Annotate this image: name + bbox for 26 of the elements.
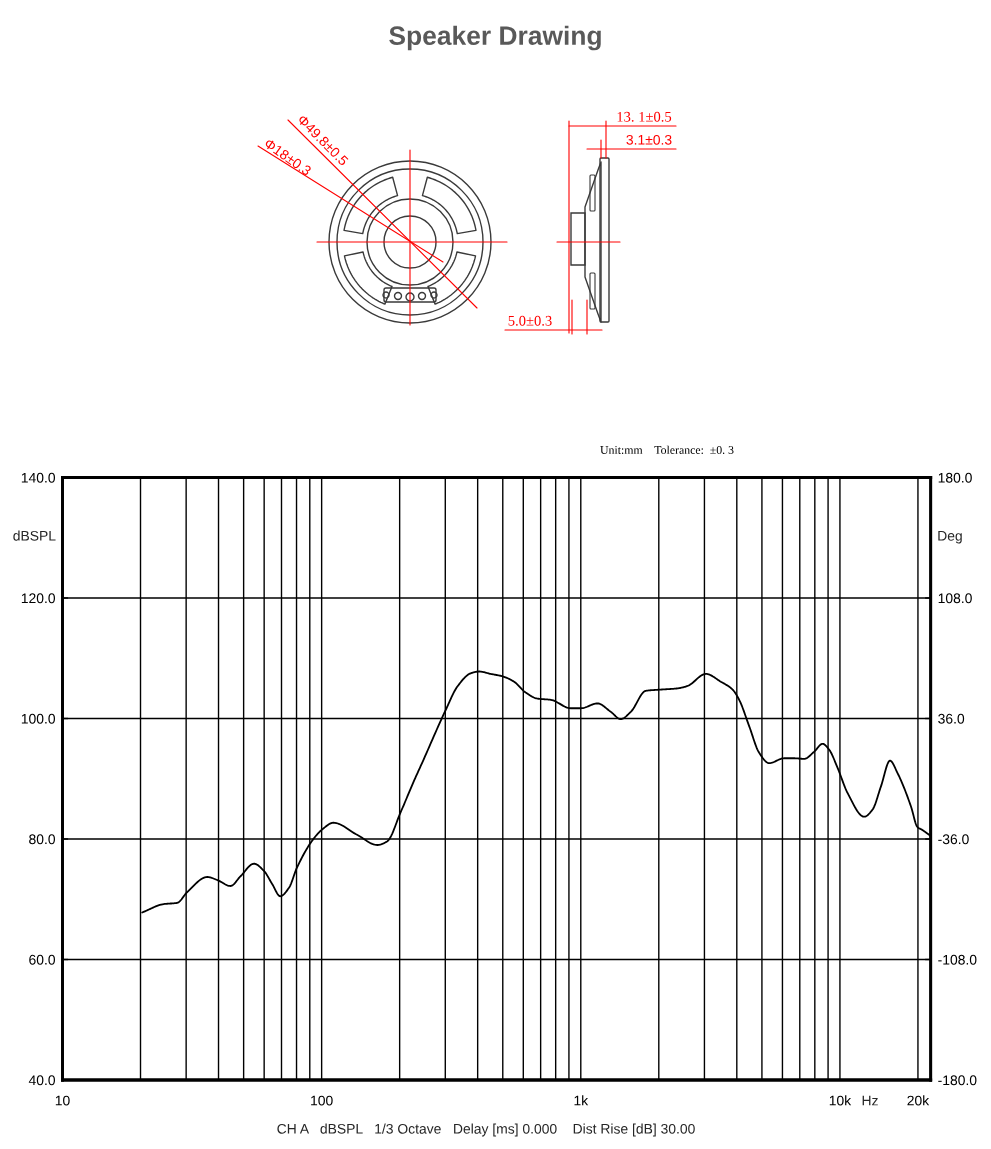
y-tick-label: 120.0 (21, 593, 56, 604)
y2-tick-label: 108.0 (938, 593, 972, 604)
y-tick-label: 60.0 (29, 954, 56, 965)
y-tick-label: 40.0 (28, 1075, 56, 1086)
x-axis-title: Hz (862, 1095, 878, 1106)
y-axis-title: dBSPL (13, 530, 56, 541)
x-tick-label: 100 (311, 1095, 333, 1106)
y-tick-label: 80.0 (29, 834, 56, 845)
y2-tick-label: 36.0 (938, 713, 965, 724)
text: 13. 1±0.5 (617, 111, 672, 122)
y2-axis-title: Deg (938, 531, 962, 544)
x-tick-label: 1k (574, 1095, 589, 1106)
y2-tick-label: 180.0 (938, 472, 972, 483)
text: 5.0±0.3 (508, 315, 552, 326)
text: Speaker Drawing (389, 25, 601, 51)
y2-tick-label: -36.0 (938, 834, 969, 845)
x-tick-label: 10 (55, 1095, 70, 1106)
y-tick-label: 140.0 (21, 472, 56, 483)
y2-tick-label: -180.0 (938, 1075, 977, 1086)
y2-tick-label: -108.0 (938, 954, 977, 965)
x-tick-label: 10k (829, 1095, 852, 1106)
text: CH A dBSPL 1/3 Octave Delay [ms] 0.000 Dist Rise [dB] 30.00 (277, 1123, 695, 1137)
text: 3.1±0.3 (626, 134, 672, 145)
x-tick-label: 20k (907, 1095, 930, 1106)
y-tick-label: 100.0 (21, 713, 56, 724)
text: Unit:mm Tolerance: ±0. 3 (600, 445, 734, 455)
